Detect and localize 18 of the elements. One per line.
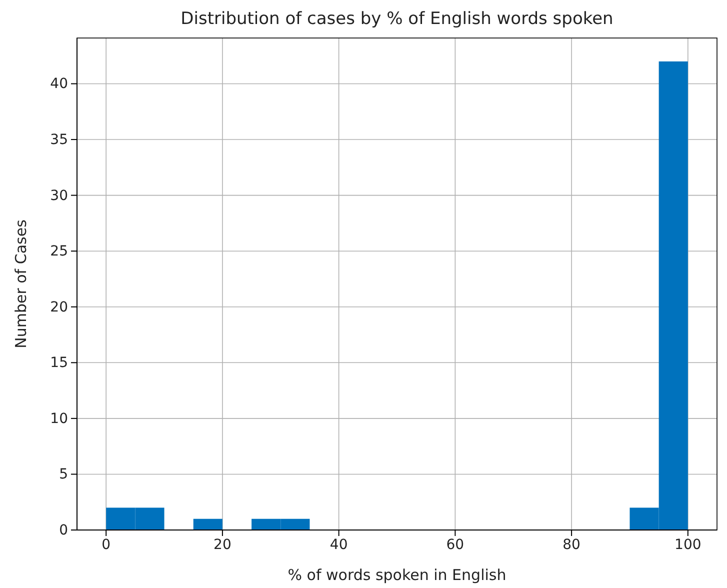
y-tick-label: 0 <box>59 522 68 538</box>
x-tick-label: 40 <box>330 536 348 553</box>
y-axis-title: Number of Cases <box>12 219 30 348</box>
x-tick-label: 60 <box>446 536 464 553</box>
y-tick-label: 20 <box>50 299 68 316</box>
chart-title: Distribution of cases by % of English words spoken <box>180 9 614 29</box>
x-tick-label: 100 <box>674 536 702 553</box>
y-tick-label: 35 <box>50 132 68 148</box>
x-tick-label: 0 <box>102 536 111 553</box>
y-tick-label: 15 <box>50 355 68 372</box>
x-tick-label: 20 <box>214 536 232 553</box>
y-tick-label: 40 <box>50 76 68 92</box>
y-tick-label: 5 <box>59 466 68 483</box>
x-tick-label: 80 <box>562 536 580 553</box>
y-tick-label: 30 <box>50 188 68 204</box>
x-axis-title: % of words spoken in English <box>288 566 506 584</box>
y-tick-label: 25 <box>50 244 68 260</box>
y-tick-label: 10 <box>50 410 68 427</box>
